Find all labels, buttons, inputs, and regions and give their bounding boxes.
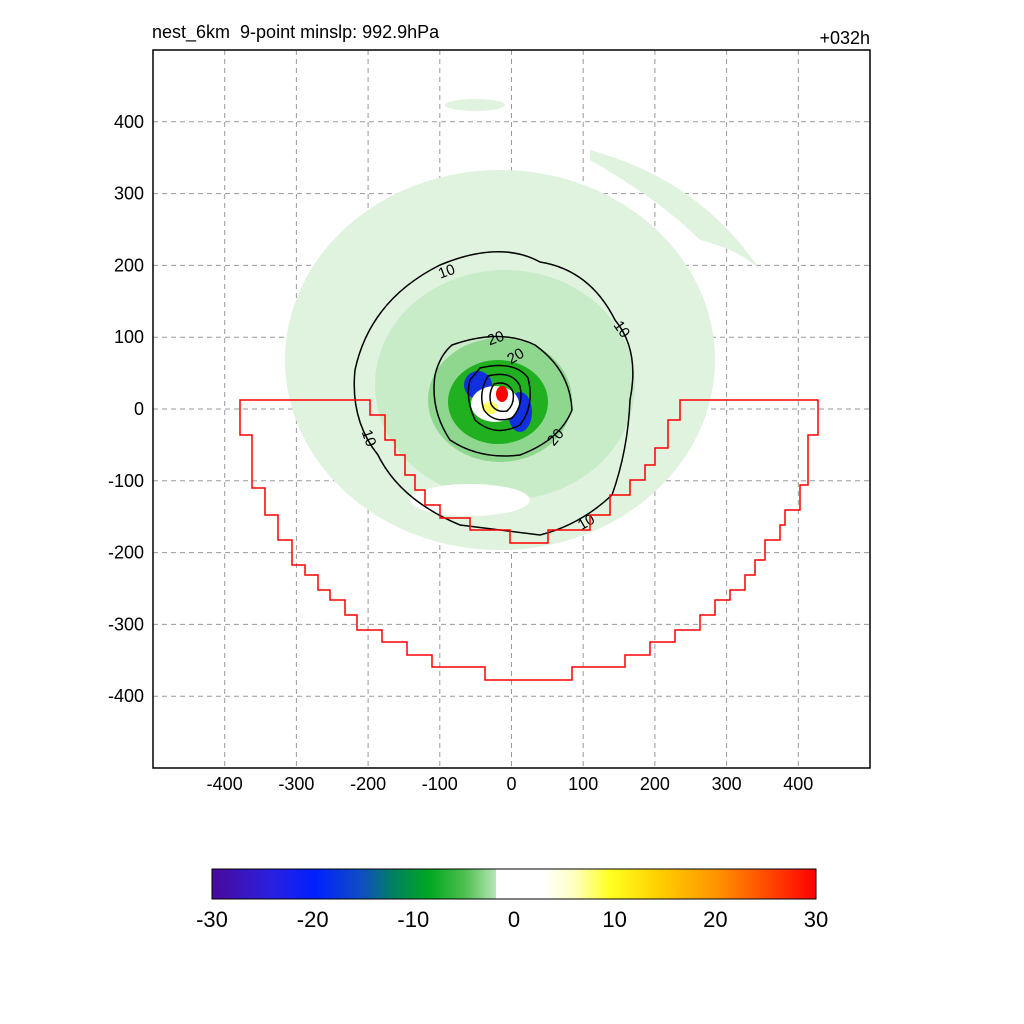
y-tick-label: -300 (108, 614, 144, 634)
x-tick-label: -300 (278, 774, 314, 794)
contour-50 (489, 382, 515, 413)
contour-label-10-east: 10 (610, 318, 633, 341)
colorbar-tick-label: -20 (297, 907, 329, 932)
y-tick-label: 0 (134, 399, 144, 419)
colorbar-ticks: -30 -20 -10 0 10 20 30 (196, 907, 828, 932)
yellow-patch (482, 402, 498, 414)
y-tick-label: 400 (114, 112, 144, 132)
grid-lines (153, 50, 870, 768)
x-tick-label: 300 (712, 774, 742, 794)
contours (353, 250, 634, 536)
x-tick-label: 400 (783, 774, 813, 794)
x-tick-label: -100 (422, 774, 458, 794)
spiral-arm-northeast (590, 150, 760, 270)
contour-40 (481, 373, 522, 421)
colorbar-tick-label: 30 (804, 907, 828, 932)
contour-20 (433, 335, 573, 457)
y-tick-label: 100 (114, 327, 144, 347)
colorbar-tick-label: 10 (602, 907, 626, 932)
domain-boundary (239, 399, 819, 681)
y-tick-label: -100 (108, 471, 144, 491)
contour-10 (353, 250, 634, 536)
x-tick-label: 200 (640, 774, 670, 794)
northern-streak (445, 99, 505, 111)
x-tick-label: 0 (506, 774, 516, 794)
x-tick-label: 100 (568, 774, 598, 794)
colorbar: -30 -20 -10 0 10 20 30 (196, 868, 828, 932)
colorbar-tick-label: -30 (196, 907, 228, 932)
red-center (496, 386, 508, 402)
y-tick-label: -200 (108, 543, 144, 563)
forecast-hour-label: +032h (819, 28, 870, 48)
colorbar-tick-label: -10 (397, 907, 429, 932)
contour-30 (467, 364, 531, 432)
x-tick-label: -200 (350, 774, 386, 794)
colorbar-gradient (211, 868, 817, 900)
shaded-field (285, 99, 760, 550)
colorbar-tick-label: 0 (508, 907, 520, 932)
y-tick-label: 200 (114, 255, 144, 275)
colorbar-tick-label: 20 (703, 907, 727, 932)
contour-labels: 10 10 10 10 20 20 20 (358, 261, 633, 534)
y-axis: 400 300 200 100 0 -100 -200 -300 -400 (108, 112, 144, 706)
contour-label-20-north: 20 (485, 328, 506, 350)
white-gap-south (410, 484, 530, 516)
contour-label-10-west: 10 (358, 427, 380, 448)
plot-title: nest_6km 9-point minslp: 992.9hPa (152, 22, 440, 42)
plot-frame (152, 49, 871, 769)
contour-label-10-north: 10 (436, 261, 457, 283)
y-tick-label: -400 (108, 686, 144, 706)
y-tick-label: 300 (114, 184, 144, 204)
x-tick-label: -400 (207, 774, 243, 794)
x-axis: -400 -300 -200 -100 0 100 200 300 400 (207, 774, 814, 794)
contour-label-20-inner: 20 (504, 345, 527, 368)
contour-label-10-south: 10 (575, 511, 598, 534)
